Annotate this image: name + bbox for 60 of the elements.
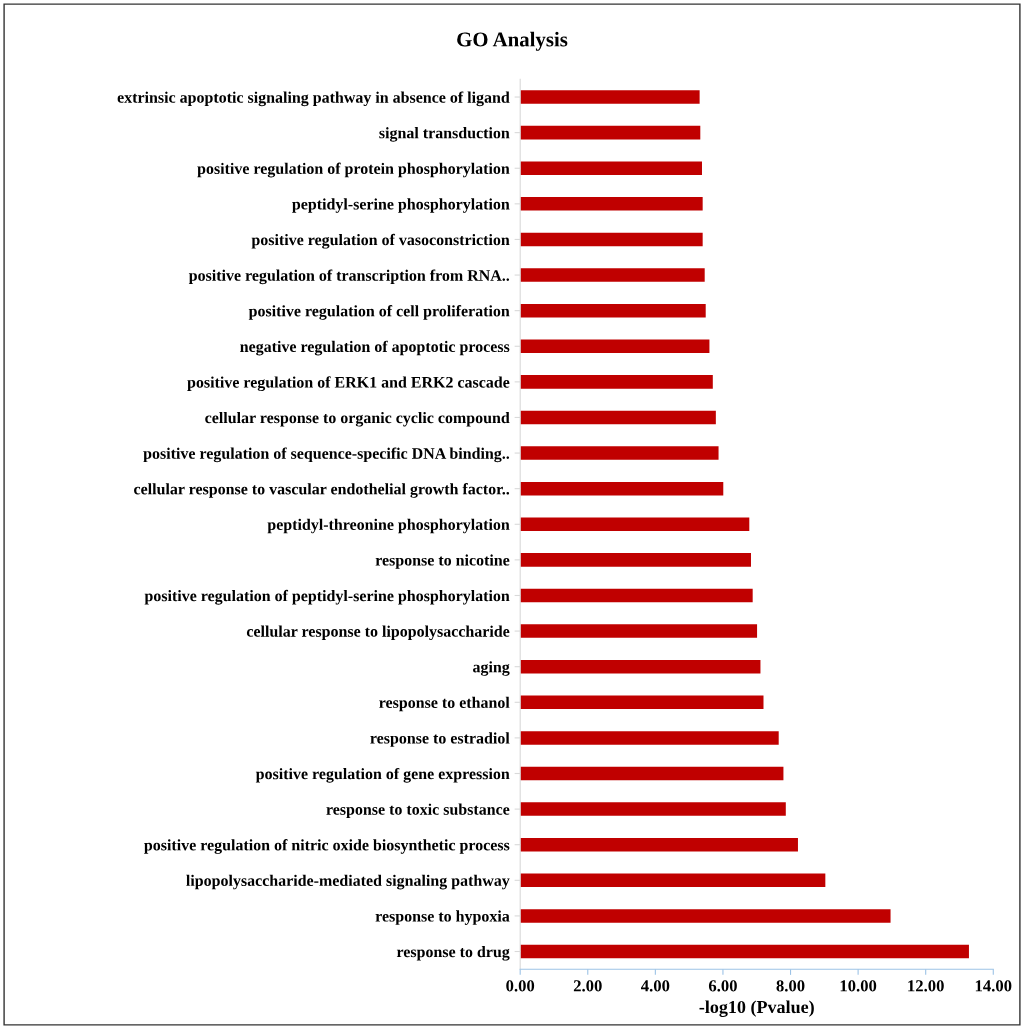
bar (520, 659, 761, 674)
x-axis-title: -log10 (Pvalue) (699, 1000, 814, 1017)
bar (520, 624, 758, 638)
x-tick-label: 4.00 (641, 980, 670, 992)
y-tick-label: response to toxic substance (326, 803, 510, 819)
y-tick-label: positive regulation of ERK1 and ERK2 cascade (187, 376, 510, 392)
bar (520, 232, 703, 247)
chart-title: GO Analysis (457, 31, 568, 51)
bar (520, 161, 702, 176)
bar (520, 410, 716, 425)
bar (520, 303, 706, 318)
x-tick-label: 2.00 (573, 980, 602, 992)
y-tick-label: aging (473, 661, 510, 676)
y-tick-label: positive regulation of peptidyl-serine phosphorylation (144, 589, 510, 605)
bar (520, 909, 891, 923)
bar (520, 588, 753, 603)
bar (520, 481, 724, 496)
y-tick-label: cellular response to organic cyclic compound (205, 411, 510, 427)
y-tick-label: peptidyl-threonine phosphorylation (267, 518, 510, 534)
y-tick-label: response to estradiol (370, 732, 510, 747)
bar (520, 837, 798, 852)
y-tick-label: signal transduction (379, 127, 510, 142)
bar (520, 873, 826, 888)
x-tick-label: 10.00 (840, 980, 877, 992)
y-tick-label: positive regulation of transcription from RNA.. (188, 269, 510, 285)
y-tick-label: positive regulation of sequence-specific DNA binding.. (143, 447, 510, 463)
x-tick-label: 8.00 (776, 980, 805, 992)
y-tick-label: response to nicotine (375, 554, 510, 569)
y-tick-label: positive regulation of protein phosphorylation (197, 162, 510, 178)
bar (520, 125, 701, 140)
x-tick-label: 6.00 (708, 980, 737, 992)
bar (520, 553, 751, 567)
y-tick-label: response to ethanol (379, 696, 510, 712)
y-tick-label: cellular response to lipopolysaccharide (246, 625, 510, 641)
y-tick-label: response to drug (396, 945, 510, 961)
x-tick-label: 12.00 (908, 980, 944, 992)
y-tick-label: negative regulation of apoptotic process (240, 340, 510, 356)
y-tick-label: response to hypoxia (375, 910, 510, 925)
y-tick-label: cellular response to vascular endothelial growth factor.. (134, 483, 510, 498)
y-tick-label: lipopolysaccharide-mediated signaling pathway (186, 874, 510, 890)
bar (520, 944, 969, 959)
y-tick-label: positive regulation of cell proliferation (248, 305, 510, 320)
bar (520, 197, 703, 211)
bar (520, 695, 764, 710)
bar (520, 90, 700, 104)
x-tick-label: 14.00 (975, 980, 1012, 992)
bar (520, 731, 779, 745)
y-tick-label: positive regulation of vasoconstriction (251, 233, 510, 249)
bar (520, 339, 710, 354)
y-tick-label: peptidyl-serine phosphorylation (292, 198, 510, 213)
bar (520, 802, 786, 816)
bar (520, 766, 784, 781)
y-tick-label: extrinsic apoptotic signaling pathway in absence of ligand (117, 91, 510, 107)
x-tick-label: 0.00 (506, 980, 535, 992)
bar (520, 517, 750, 532)
y-tick-label: positive regulation of nitric oxide biosynthetic process (144, 839, 510, 854)
y-tick-label: positive regulation of gene expression (255, 767, 510, 783)
bar (520, 375, 713, 389)
bar (520, 268, 705, 282)
bar (520, 446, 719, 460)
